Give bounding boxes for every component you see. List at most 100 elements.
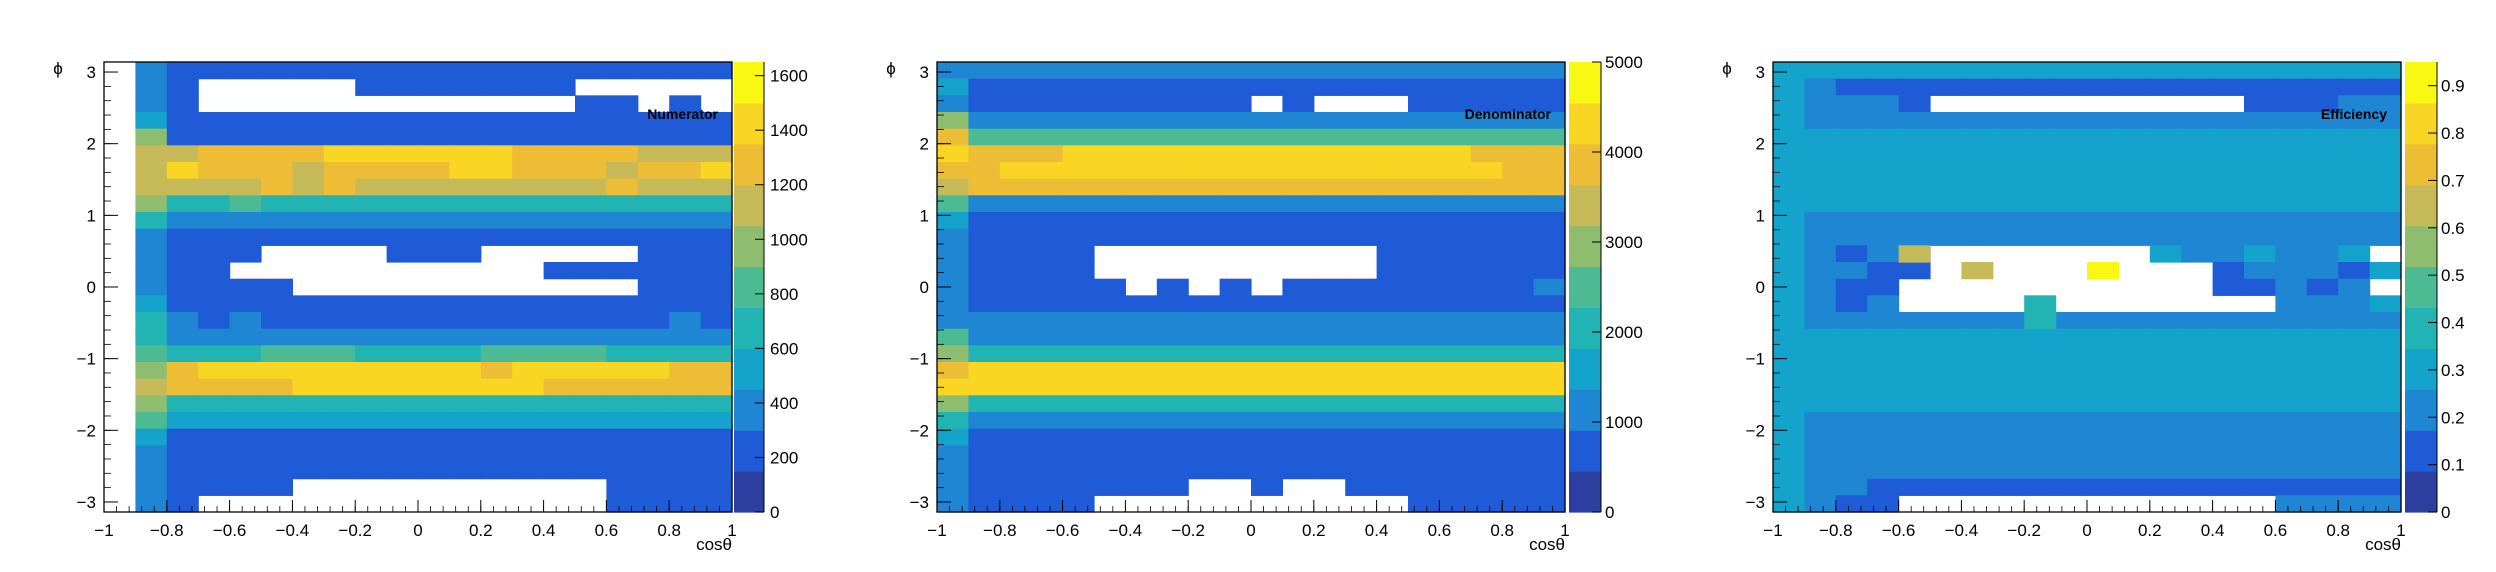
heatmap-cell: [1408, 495, 1440, 513]
heatmap-cell: [2244, 345, 2276, 363]
heatmap-cell: [2306, 295, 2339, 313]
heatmap-cell: [1282, 278, 1315, 296]
heatmap-cell: [1376, 128, 1409, 146]
heatmap-cell: [700, 128, 733, 146]
heatmap-cell: [229, 112, 262, 130]
heatmap-cell: [1533, 128, 1566, 146]
heatmap-cell: [198, 212, 231, 230]
heatmap-cell: [575, 212, 607, 230]
heatmap-cell: [669, 345, 702, 363]
heatmap-cell: [1502, 428, 1535, 446]
heatmap-cell: [700, 262, 733, 280]
heatmap-cell: [1094, 312, 1126, 330]
heatmap-cell: [2055, 62, 2088, 80]
heatmap-cell: [1094, 162, 1126, 180]
heatmap-cell: [669, 295, 702, 313]
heatmap-cell: [386, 212, 419, 230]
heatmap-cell: [449, 162, 482, 180]
heatmap-cell: [1835, 245, 1868, 263]
heatmap-cell: [1992, 478, 2025, 496]
colorbar-segment: [2405, 389, 2437, 431]
heatmap-cell: [1313, 62, 1346, 80]
heatmap-cell: [1439, 178, 1472, 196]
heatmap-cell: [1156, 428, 1189, 446]
heatmap-cell: [543, 362, 576, 380]
heatmap-cell: [292, 428, 325, 446]
heatmap-cell: [999, 78, 1032, 96]
heatmap-cell: [355, 145, 388, 163]
heatmap-cell: [669, 428, 702, 446]
heatmap-cell: [1533, 178, 1566, 196]
heatmap-cell: [418, 428, 450, 446]
heatmap-cell: [1992, 145, 2025, 163]
heatmap-cell: [968, 128, 1001, 146]
colorbar-segment: [1569, 389, 1601, 431]
heatmap-cell: [1533, 212, 1566, 230]
heatmap-cell: [1439, 295, 1472, 313]
heatmap-cell: [1031, 445, 1064, 463]
heatmap-cell: [1835, 395, 1868, 413]
heatmap-cell: [1345, 78, 1378, 96]
heatmap-cell: [1930, 212, 1962, 230]
heatmap-cell: [1773, 295, 1805, 313]
heatmap-cell: [1345, 362, 1378, 380]
heatmap-cell: [968, 178, 1001, 196]
heatmap-cell: [135, 412, 168, 430]
heatmap-cell: [2306, 478, 2339, 496]
heatmap-cell: [2087, 395, 2119, 413]
heatmap-cell: [1031, 345, 1064, 363]
heatmap-cell: [1282, 162, 1315, 180]
heatmap-cell: [229, 412, 262, 430]
heatmap-cell: [575, 128, 607, 146]
heatmap-cell: [1533, 278, 1566, 296]
heatmap-cell: [999, 162, 1032, 180]
heatmap-cell: [2338, 412, 2371, 430]
heatmap-cell: [543, 62, 576, 80]
colorbar-segment: [1569, 184, 1601, 227]
heatmap-cell: [1533, 245, 1566, 263]
heatmap-cell: [700, 212, 733, 230]
heatmap-cell: [1156, 362, 1189, 380]
heatmap-cell: [1345, 328, 1378, 346]
heatmap-cell: [1094, 378, 1126, 396]
heatmap-cell: [543, 462, 576, 480]
heatmap-cell: [2338, 145, 2371, 163]
heatmap-cell: [968, 445, 1001, 463]
heatmap-cell: [1502, 412, 1535, 430]
heatmap-cell: [1502, 95, 1535, 113]
heatmap-cell: [2024, 212, 2057, 230]
heatmap-cell: [198, 395, 231, 413]
heatmap-cell: [1313, 378, 1346, 396]
heatmap-cell: [1867, 178, 1900, 196]
heatmap-cell: [1835, 412, 1868, 430]
heatmap-cell: [2181, 312, 2214, 330]
heatmap-cell: [166, 78, 199, 96]
y-tick-label: −3: [910, 493, 929, 512]
heatmap-cell: [1804, 245, 1837, 263]
heatmap-cell: [1345, 445, 1378, 463]
heatmap-cell: [1313, 428, 1346, 446]
heatmap-cell: [1533, 262, 1566, 280]
heatmap-cell: [1062, 312, 1095, 330]
heatmap-cell: [2212, 428, 2245, 446]
heatmap-cell: [1156, 95, 1189, 113]
heatmap-cell: [292, 395, 325, 413]
heatmap-cell: [323, 445, 356, 463]
heatmap-cell: [1408, 195, 1440, 213]
heatmap-cell: [1219, 212, 1252, 230]
heatmap-cell: [1867, 95, 1900, 113]
heatmap-cell: [2244, 412, 2276, 430]
heatmap-cell: [937, 462, 969, 480]
colorbar-tick-label: 800: [770, 285, 798, 304]
heatmap-cell: [1408, 312, 1440, 330]
heatmap-cell: [1439, 345, 1472, 363]
heatmap-cell: [1313, 445, 1346, 463]
heatmap-cell: [700, 62, 733, 80]
heatmap-cell: [669, 162, 702, 180]
colorbar-segment: [2405, 184, 2437, 227]
heatmap-cell: [1773, 245, 1805, 263]
heatmap-cell: [2087, 78, 2119, 96]
x-tick-label: 0: [413, 521, 422, 540]
heatmap-cell: [937, 178, 969, 196]
heatmap-cell: [2212, 195, 2245, 213]
